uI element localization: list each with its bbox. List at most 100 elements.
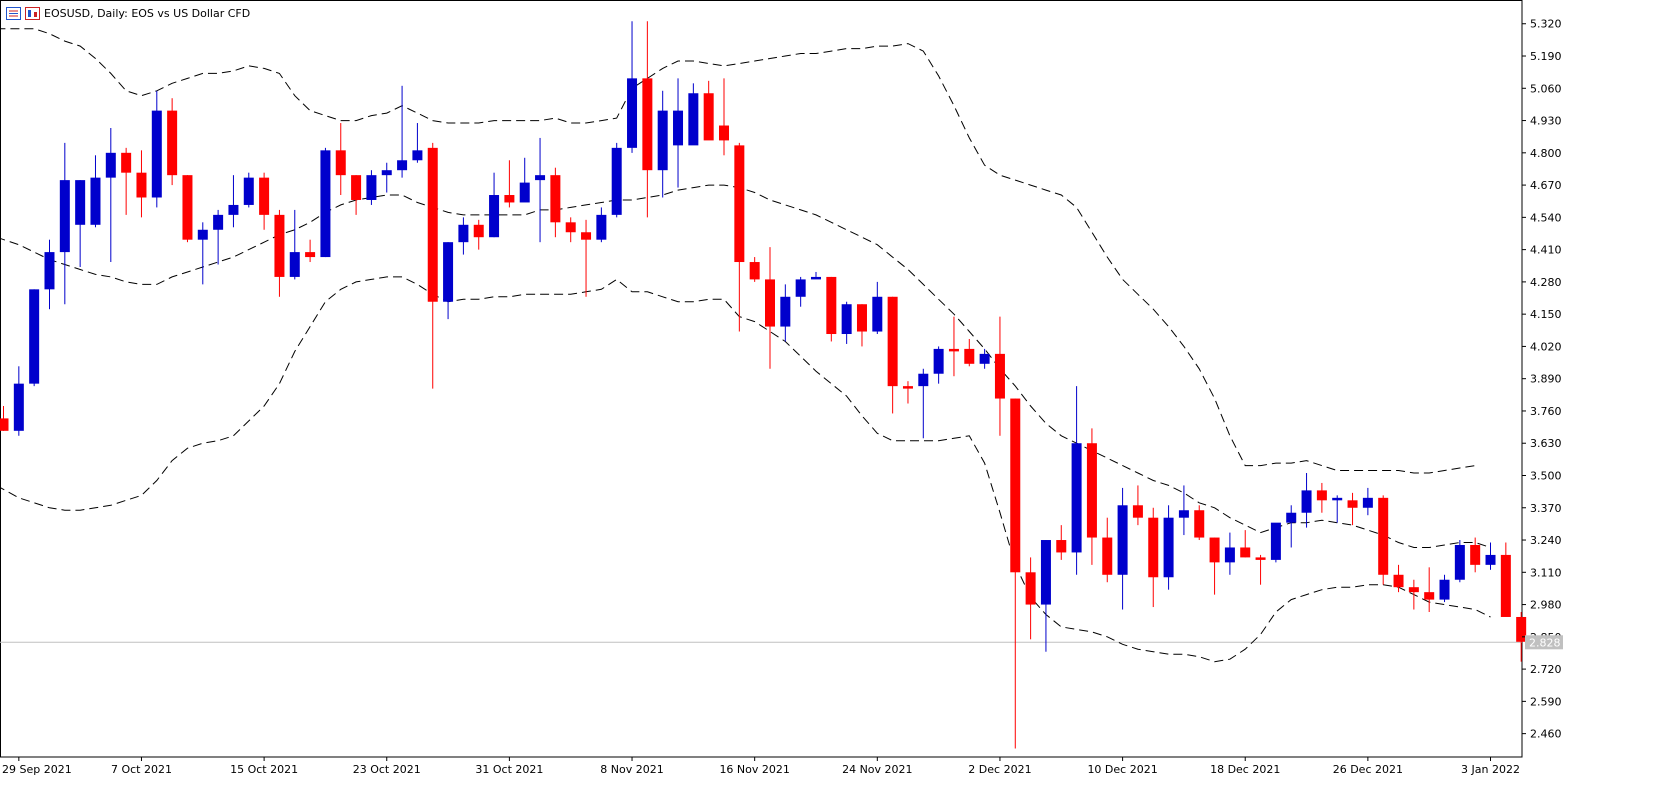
candle	[780, 284, 791, 342]
candle-body	[948, 348, 959, 352]
candle	[1316, 482, 1327, 513]
candle	[1347, 492, 1358, 526]
candle-body	[765, 279, 775, 327]
candle	[902, 381, 913, 404]
candle	[872, 281, 883, 335]
x-axis-label: 2 Dec 2021	[968, 763, 1031, 776]
candle-body	[1148, 517, 1159, 578]
y-axis-label: 4.930	[1530, 115, 1562, 128]
candle-body	[994, 353, 1005, 399]
x-axis-label: 15 Oct 2021	[230, 763, 298, 776]
y-axis-label: 2.590	[1530, 695, 1562, 708]
candle	[197, 222, 208, 285]
y-axis-label: 4.540	[1530, 211, 1562, 224]
bollinger-middle-band	[0, 184, 1491, 548]
candle-body	[642, 78, 653, 171]
candle	[581, 219, 592, 297]
candle-body	[29, 289, 40, 384]
y-axis-label: 5.320	[1530, 18, 1562, 31]
chart-type-icon[interactable]	[25, 6, 40, 20]
candle-body	[1332, 497, 1343, 501]
candle	[1240, 530, 1251, 558]
candle	[1454, 540, 1465, 583]
candle-body	[320, 150, 331, 258]
candle-body	[734, 145, 745, 263]
candle-body	[504, 195, 515, 203]
candle-body	[75, 180, 86, 225]
candle-body	[1500, 554, 1511, 617]
candle-body	[151, 110, 162, 198]
x-axis-label: 3 Jan 2022	[1461, 763, 1520, 776]
candle	[90, 155, 101, 228]
candle-body	[366, 175, 377, 200]
candle	[504, 160, 515, 208]
candle	[1255, 554, 1266, 585]
y-axis-label: 4.020	[1530, 340, 1562, 353]
candle-body	[1286, 512, 1297, 523]
x-axis-label: 7 Oct 2021	[111, 763, 172, 776]
candle	[1270, 522, 1281, 563]
x-axis-label: 24 Nov 2021	[842, 763, 912, 776]
candle-body	[289, 252, 300, 277]
candle-body	[458, 224, 469, 243]
candle	[1393, 564, 1404, 593]
candle-body	[473, 224, 484, 238]
candle-body	[1071, 443, 1082, 553]
candle-body	[749, 262, 760, 280]
candle	[243, 172, 254, 208]
candle-body	[856, 304, 867, 332]
current-price-badge	[1525, 635, 1563, 650]
x-axis-label: 31 Oct 2021	[475, 763, 543, 776]
x-axis-label: 8 Nov 2021	[600, 763, 663, 776]
candle	[765, 247, 775, 369]
candle	[366, 170, 377, 205]
candle-body	[1485, 554, 1496, 565]
chart-title: EOSUSD, Daily: EOS vs US Dollar CFD	[44, 6, 251, 20]
candle	[75, 180, 86, 267]
candle	[1086, 428, 1097, 565]
x-axis-label: 16 Nov 2021	[719, 763, 789, 776]
candle-body	[519, 182, 530, 203]
candle-body	[1086, 443, 1097, 538]
y-axis-label: 5.190	[1530, 50, 1562, 63]
candle	[1332, 495, 1343, 523]
candle	[1040, 540, 1051, 652]
candle-body	[1516, 616, 1527, 642]
bollinger-lower-band	[0, 276, 1491, 663]
candle	[519, 157, 530, 203]
candle-body	[105, 152, 116, 178]
candle-body	[1209, 537, 1220, 563]
candle	[703, 80, 714, 141]
chart-title-bar: EOSUSD, Daily: EOS vs US Dollar CFD	[6, 5, 250, 21]
candle-body	[427, 147, 438, 302]
candle-body	[1040, 540, 1051, 605]
candle-body	[167, 110, 178, 176]
candle	[29, 289, 40, 387]
candle	[13, 366, 24, 436]
candle-body	[90, 177, 101, 225]
candle-body	[305, 252, 316, 258]
x-axis-label: 23 Oct 2021	[353, 763, 421, 776]
candle-body	[1102, 537, 1113, 575]
candle-body	[412, 150, 423, 161]
candle-body	[550, 175, 561, 223]
candle-body	[979, 353, 990, 364]
candle	[734, 142, 745, 332]
candle-body	[933, 348, 944, 374]
candle-body	[59, 180, 70, 253]
candle-body	[121, 152, 132, 173]
candle	[856, 304, 867, 347]
candle	[274, 209, 285, 297]
candle	[1178, 485, 1189, 536]
candle-body	[1240, 547, 1251, 558]
candle-body	[0, 418, 9, 431]
bars-settings-icon[interactable]	[6, 6, 21, 20]
candle-body	[1347, 500, 1358, 508]
candle	[151, 90, 162, 208]
x-axis-label: 26 Dec 2021	[1333, 763, 1403, 776]
candle	[627, 21, 638, 153]
candle	[810, 271, 821, 280]
candle	[1071, 386, 1082, 575]
